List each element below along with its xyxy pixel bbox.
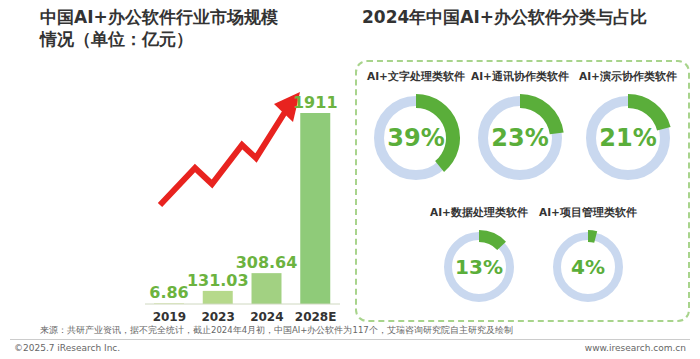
svg-text:308.64: 308.64 [236,253,298,272]
svg-text:2019: 2019 [153,310,186,324]
svg-text:1911: 1911 [293,93,338,112]
html-text:中国AI+办公软件行业市场规模 情况（单位：亿元）: 中国AI+办公软件行业市场规模 情况（单位：亿元） [40,7,278,50]
svg-text:6.86: 6.86 [149,283,188,302]
svg-text:131.03: 131.03 [187,271,249,290]
html-text:AI+演示协作类软件: AI+演示协作类软件 [579,70,677,82]
html-text:2024年中国AI+办公软件分类与占比: 2024年中国AI+办公软件分类与占比 [362,7,647,27]
svg-text:2028E: 2028E [295,310,337,324]
html-text:21%: 21% [599,124,657,152]
svg-text:2023: 2023 [201,310,234,324]
html-text:www.iresearch.com.cn: www.iresearch.com.cn [584,343,686,353]
svg-text:2024: 2024 [250,310,283,324]
html-text:AI+通讯协作类软件: AI+通讯协作类软件 [471,70,569,82]
html-text:13%: 13% [455,255,503,279]
html-text:AI+数据处理类软件: AI+数据处理类软件 [430,206,528,218]
html-text:4%: 4% [571,255,605,279]
html-text:来源：共研产业资讯，据不完全统计，截止2024年4月初，中国: 来源：共研产业资讯，据不完全统计，截止2024年4月初，中国AI+办公软件为11… [40,325,513,335]
html-text:AI+项目管理类软件: AI+项目管理类软件 [539,206,637,218]
html-text:AI+文字处理类软件: AI+文字处理类软件 [367,70,465,82]
html-text:23%: 23% [491,124,549,152]
html-text:©2025.7 iResearch Inc.: ©2025.7 iResearch Inc. [14,343,121,353]
html-text:39%: 39% [387,124,445,152]
